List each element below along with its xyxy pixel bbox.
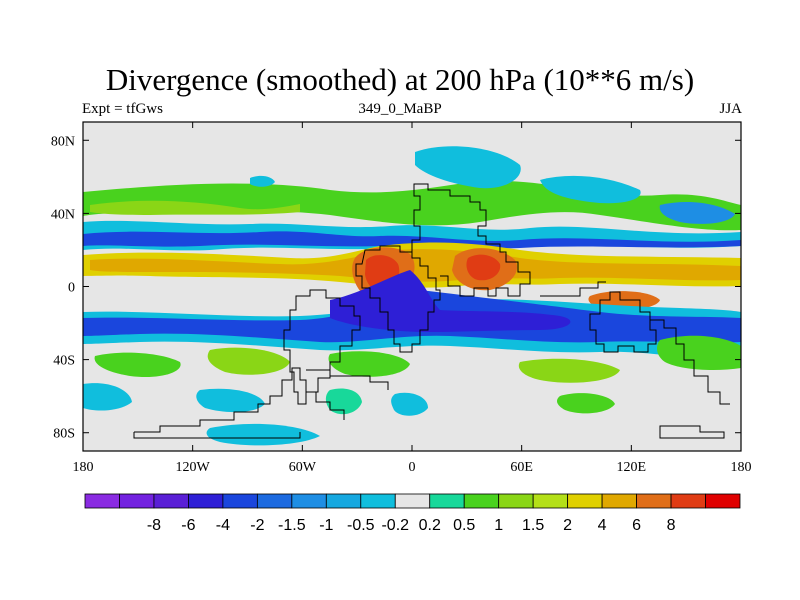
contour-sh-green-7 <box>557 393 615 414</box>
colorbar-label: -4 <box>216 517 230 534</box>
colorbar-swatch <box>84 493 120 509</box>
contour-nh-lightgreen-band <box>90 200 300 215</box>
contour-india-red <box>466 254 501 281</box>
colorbar-swatch <box>601 493 637 509</box>
contour-sh-green-3 <box>328 351 410 377</box>
colorbar-label: -1 <box>319 517 333 534</box>
colorbar-label: 4 <box>598 517 607 534</box>
coastline-europe-asia <box>411 183 531 297</box>
contour-asia-teal <box>540 175 641 204</box>
colorbar-swatch <box>360 493 396 509</box>
colorbar-label: 2 <box>563 517 572 534</box>
colorbar-label: 8 <box>667 517 676 534</box>
colorbar-label: -1.5 <box>278 517 306 534</box>
coastline-australia <box>589 291 657 353</box>
colorbar-label: -8 <box>147 517 161 534</box>
y-tick-label: 40N <box>51 207 75 222</box>
contour-sh-green-4 <box>518 358 620 383</box>
colorbar-label: -6 <box>181 517 195 534</box>
contour-sh-green-6 <box>325 388 362 415</box>
colorbar-label: -0.5 <box>347 517 375 534</box>
contour-atlantic-purple <box>330 270 571 332</box>
colorbar-swatch <box>670 493 706 509</box>
colorbar-swatch <box>498 493 534 509</box>
colorbar: -8 -6 -4 -2 -1.5 -1 -0.5 -0.2 0.2 0.5 1 1.5 2 4 6 8 <box>84 493 741 534</box>
coastline-layer <box>133 183 730 439</box>
colorbar-swatch <box>153 493 189 509</box>
contour-sh-teal-1 <box>196 388 265 413</box>
coastline-south-america <box>283 289 361 405</box>
colorbar-label: -2 <box>250 517 264 534</box>
y-tick-label: 40S <box>53 354 75 369</box>
x-tick-label: 120E <box>617 460 647 475</box>
chart-title: Divergence (smoothed) at 200 hPa (10**6 … <box>105 62 695 97</box>
coastline-antarctic-peninsula <box>306 369 389 390</box>
contour-small-teal <box>250 175 275 187</box>
x-tick-label: 60W <box>289 460 317 475</box>
x-tick-label: 0 <box>409 460 416 475</box>
colorbar-swatch <box>394 493 431 509</box>
y-tick-label: 0 <box>68 281 75 296</box>
colorbar-swatch <box>429 493 465 509</box>
colorbar-swatch <box>188 493 224 509</box>
colorbar-swatch <box>291 493 327 509</box>
x-tick-label: 120W <box>176 460 211 475</box>
colorbar-swatch <box>463 493 500 509</box>
run-label: 349_0_MaBP <box>358 101 442 117</box>
y-axis: 80N 40N 0 40S 80S <box>51 134 741 442</box>
x-axis: 180 120W 60W 0 60E 120E 180 <box>73 122 752 475</box>
colorbar-label: 6 <box>632 517 641 534</box>
colorbar-label: 0.2 <box>419 517 441 534</box>
coastline-islands <box>540 281 730 405</box>
x-tick-label: 180 <box>73 460 94 475</box>
coastline-antarctica <box>133 367 725 439</box>
contour-sh-green-2 <box>207 347 290 375</box>
colorbar-swatch <box>705 493 741 509</box>
contour-sh-teal-4 <box>206 423 320 446</box>
colorbar-label: 0.5 <box>453 517 475 534</box>
y-tick-label: 80N <box>51 134 75 149</box>
x-tick-label: 60E <box>510 460 533 475</box>
coastline-africa <box>355 245 441 353</box>
contour-sh-teal-3 <box>83 383 132 411</box>
x-tick-label: 180 <box>731 460 752 475</box>
contour-tropical-orange-band <box>90 249 741 282</box>
season-label: JJA <box>719 101 742 117</box>
contour-pacific-teal <box>659 201 735 224</box>
colorbar-label: 1.5 <box>522 517 544 534</box>
colorbar-swatch <box>636 493 672 509</box>
y-tick-label: 80S <box>53 427 75 442</box>
contour-fill-layer <box>83 146 741 446</box>
experiment-label: Expt = tfGws <box>82 101 163 117</box>
contour-sh-green-1 <box>94 352 181 378</box>
colorbar-swatch <box>222 493 258 509</box>
colorbar-swatch <box>532 493 569 509</box>
contour-sh-teal-2 <box>391 392 428 416</box>
colorbar-label: 1 <box>494 517 503 534</box>
colorbar-swatch <box>256 493 293 509</box>
colorbar-label: -0.2 <box>381 517 409 534</box>
colorbar-swatch <box>325 493 362 509</box>
colorbar-swatch <box>119 493 155 509</box>
contour-greenland-teal <box>415 146 521 189</box>
colorbar-swatch <box>567 493 603 509</box>
